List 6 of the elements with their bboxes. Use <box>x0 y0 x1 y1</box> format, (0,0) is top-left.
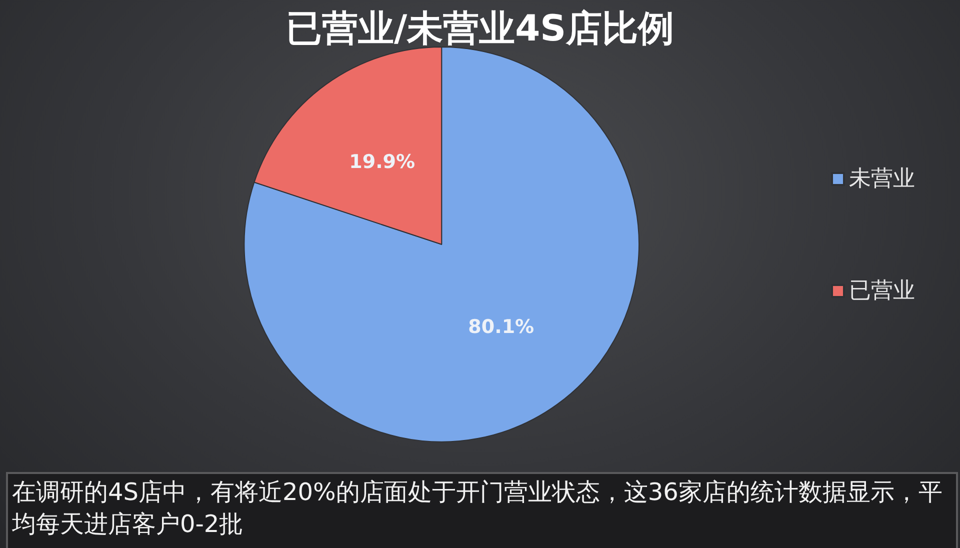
chart-title: 已营业/未营业4S店比例 <box>286 8 674 50</box>
text: 在调研的4S店中，有将近20%的店面处于开门营业状态，这36家店的统计数据显示，平均每天进店客户0-2批 <box>12 477 944 540</box>
data-label: 19.9% <box>349 150 416 173</box>
data-label: 80.1% <box>468 316 534 338</box>
legend-label: 已营业 <box>849 278 915 304</box>
legend-label: 未营业 <box>849 166 915 192</box>
